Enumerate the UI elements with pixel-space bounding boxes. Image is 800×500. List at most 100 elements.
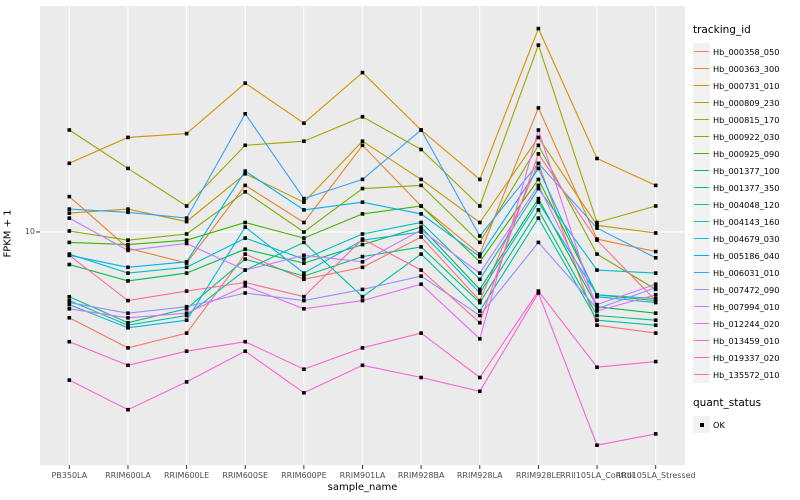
data-point [184, 204, 189, 208]
line-swatch-icon [693, 298, 710, 315]
legend-item-Hb_004143_160: Hb_004143_160 [693, 213, 799, 230]
data-point [184, 311, 189, 315]
data-point [360, 294, 365, 299]
y-tick-label-10: 10 [24, 227, 35, 236]
line-swatch-icon [693, 213, 710, 230]
legend-item-Hb_007472_090: Hb_007472_090 [693, 281, 799, 298]
data-point [360, 265, 365, 270]
data-point [536, 200, 541, 204]
data-point [478, 337, 482, 341]
legend-item-Hb_135572_010: Hb_135572_010 [693, 366, 799, 383]
data-point [419, 183, 423, 188]
legend-item-Hb_012244_020: Hb_012244_020 [693, 315, 799, 332]
legend-label-ok: OK [713, 419, 725, 430]
data-point [595, 252, 599, 256]
data-point [595, 302, 599, 307]
legend-label: Hb_004048_120 [713, 199, 780, 210]
data-point [67, 240, 72, 245]
x-tick-label-PB350LA: PB350LA [51, 471, 87, 480]
data-point [653, 359, 658, 364]
data-point [67, 253, 72, 258]
data-point [419, 230, 423, 234]
legend-label: Hb_019337_020 [713, 352, 780, 363]
x-tick-label-RRIM901LA: RRIM901LA [340, 471, 386, 480]
line-swatch-icon [693, 77, 710, 94]
legend-item-Hb_000922_030: Hb_000922_030 [693, 128, 799, 145]
data-point [302, 240, 306, 245]
data-point [243, 291, 247, 295]
x-tick-label-RRIM928LE: RRIM928LE [516, 471, 561, 480]
data-point [360, 346, 365, 350]
line-swatch-icon [693, 281, 710, 298]
data-points-Hb_001377_350 [67, 208, 658, 325]
data-point [536, 208, 541, 212]
data-point [419, 331, 423, 335]
data-point [243, 112, 247, 116]
data-point [126, 316, 130, 320]
data-point [126, 248, 130, 253]
data-point [536, 183, 541, 188]
data-point [243, 284, 247, 288]
data-point [536, 43, 541, 47]
data-point [184, 380, 189, 384]
data-points-Hb_006031_010 [67, 112, 658, 260]
data-point [302, 294, 306, 299]
y-axis-title: FPKM + 1 [2, 209, 14, 258]
data-point [653, 287, 658, 292]
data-point [419, 147, 423, 152]
data-point [653, 432, 658, 436]
data-point [360, 186, 365, 191]
data-point [595, 226, 599, 230]
data-point [184, 289, 189, 293]
data-point [419, 282, 423, 286]
data-point [243, 268, 247, 272]
data-point [595, 220, 599, 225]
data-points-Hb_007472_090 [67, 240, 658, 318]
x-tick-label-RRIM928BA: RRIM928BA [398, 471, 445, 480]
data-point [360, 254, 365, 259]
data-point [243, 236, 247, 240]
data-point [302, 208, 306, 212]
data-point [536, 196, 541, 201]
data-point [360, 139, 365, 143]
data-point [302, 257, 306, 261]
data-point [653, 231, 658, 235]
data-point [536, 135, 541, 140]
legend-label: Hb_000358_050 [713, 46, 780, 57]
legend-label: Hb_000925_090 [713, 148, 780, 159]
data-point [478, 300, 482, 305]
data-point [126, 210, 130, 215]
data-point [126, 320, 130, 325]
data-point [595, 156, 599, 161]
line-swatch-icon [693, 111, 710, 128]
data-point [67, 300, 72, 305]
legend-item-Hb_000815_170: Hb_000815_170 [693, 111, 799, 128]
x-tick-label-RRII105LA_Stressed: RRII105LA_Stressed [616, 471, 696, 480]
line-swatch-icon [693, 128, 710, 145]
data-point [419, 268, 423, 272]
x-tick-label-RRIM600LE: RRIM600LE [164, 471, 209, 480]
tracking-legend-items: Hb_000358_050 Hb_000363_300 Hb_000731_010 H… [693, 43, 799, 383]
legend-item-Hb_000731_010: Hb_000731_010 [693, 77, 799, 94]
data-point [478, 204, 482, 208]
data-point [126, 166, 130, 171]
data-point [595, 294, 599, 299]
data-point [360, 232, 365, 236]
line-swatch-icon [693, 332, 710, 349]
data-point [653, 298, 658, 303]
data-point [243, 257, 247, 261]
data-point [478, 240, 482, 245]
data-point [302, 236, 306, 240]
data-point [67, 298, 72, 303]
data-point [360, 143, 365, 148]
data-point [419, 375, 423, 380]
data-point [419, 204, 423, 208]
data-point [595, 323, 599, 327]
legend-label: Hb_135572_010 [713, 369, 780, 380]
legend-label: Hb_013459_010 [713, 335, 780, 346]
data-point [184, 131, 189, 136]
quant-status-legend: quant_status OK [693, 397, 799, 433]
data-point [536, 161, 541, 166]
data-point [360, 242, 365, 247]
data-points-Hb_001377_100 [67, 196, 658, 315]
